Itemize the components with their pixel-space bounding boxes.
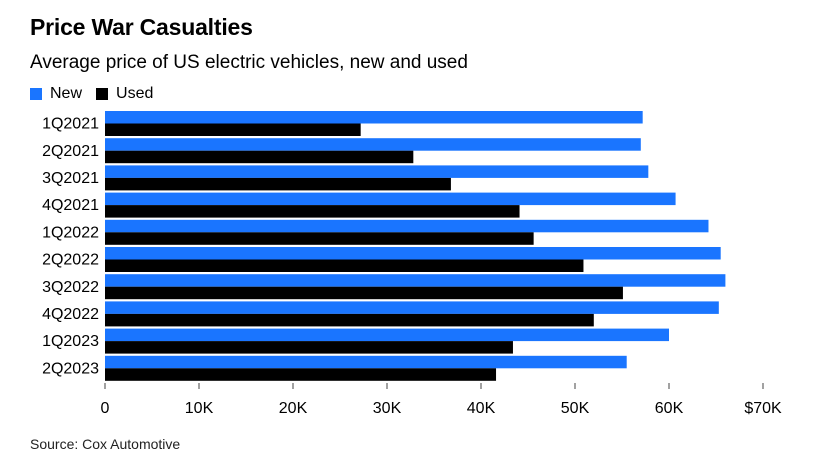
category-label: 1Q2023 xyxy=(42,333,99,350)
category-label: 1Q2022 xyxy=(42,224,99,241)
bar-new-1Q2021 xyxy=(105,111,643,124)
legend: New Used xyxy=(30,85,167,103)
bar-used-2Q2023 xyxy=(105,368,497,381)
legend-swatch-used xyxy=(96,88,109,100)
category-label: 1Q2021 xyxy=(42,116,99,133)
category-label: 4Q2022 xyxy=(42,306,99,323)
bar-new-3Q2021 xyxy=(105,165,649,178)
bar-used-2Q2022 xyxy=(105,259,584,272)
bar-used-4Q2021 xyxy=(105,205,520,218)
legend-label-used: Used xyxy=(116,85,154,102)
x-tick-label: 30K xyxy=(373,400,402,417)
chart-subtitle: Average price of US electric vehicles, n… xyxy=(30,52,468,73)
category-label: 4Q2021 xyxy=(42,197,99,214)
category-label: 2Q2021 xyxy=(42,143,99,160)
category-label: 3Q2021 xyxy=(42,170,99,187)
bar-used-4Q2022 xyxy=(105,313,594,327)
bar-new-1Q2022 xyxy=(105,219,709,233)
chart-title: Price War Casualties xyxy=(30,14,253,40)
category-label: 3Q2022 xyxy=(42,279,99,296)
bar-new-2Q2023 xyxy=(105,355,627,369)
bar-used-3Q2022 xyxy=(105,286,623,300)
bar-new-4Q2022 xyxy=(105,301,719,314)
bar-used-1Q2021 xyxy=(105,123,361,136)
x-tick-label: $70K xyxy=(744,400,782,417)
bar-new-4Q2021 xyxy=(105,192,676,206)
bar-used-2Q2021 xyxy=(105,150,414,164)
x-tick-label: 20K xyxy=(279,400,308,417)
legend-item-used: Used xyxy=(96,85,153,103)
legend-item-new: New xyxy=(30,85,82,103)
bar-new-3Q2022 xyxy=(105,274,726,287)
category-label: 2Q2023 xyxy=(42,360,99,377)
bar-used-1Q2023 xyxy=(105,341,513,354)
legend-swatch-new xyxy=(30,88,42,100)
bar-new-2Q2021 xyxy=(105,138,641,151)
bar-used-3Q2021 xyxy=(105,177,451,191)
x-tick-label: 40K xyxy=(467,400,496,417)
x-tick-label: 0 xyxy=(101,400,110,417)
x-tick-label: 10K xyxy=(185,400,214,417)
bar-new-2Q2022 xyxy=(105,247,721,260)
bar-new-1Q2023 xyxy=(105,328,669,342)
category-label: 2Q2022 xyxy=(42,252,99,269)
x-tick-label: 50K xyxy=(561,400,590,417)
source-note: Source: Cox Automotive xyxy=(30,436,181,452)
x-tick-label: 60K xyxy=(655,400,684,417)
bar-used-1Q2022 xyxy=(105,232,534,245)
legend-label-new: New xyxy=(50,85,83,102)
